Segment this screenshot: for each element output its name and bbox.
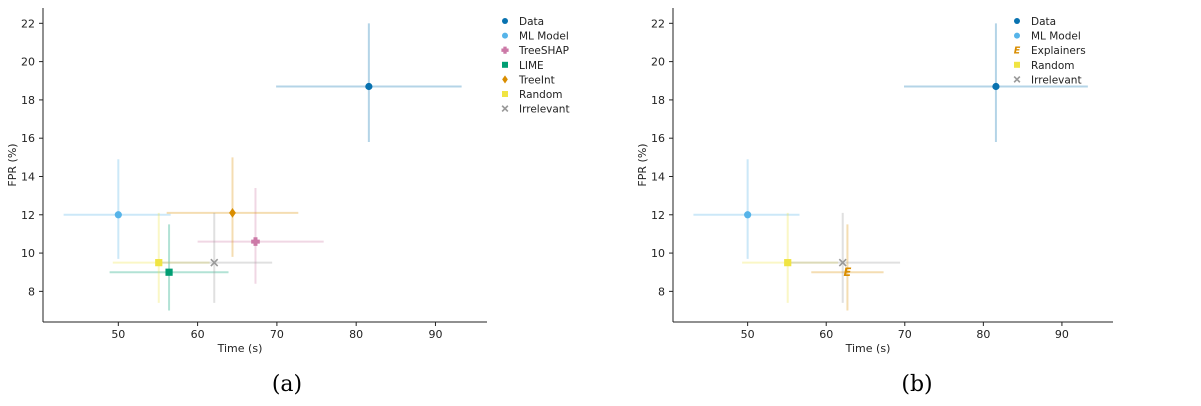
x-tick-label: 50	[111, 328, 125, 341]
treeshap-point	[251, 237, 260, 246]
legend-marker-ml-model	[1014, 32, 1020, 39]
legend-label-lime: LIME	[519, 60, 544, 72]
data-point	[992, 82, 1000, 91]
y-tick-label: 8	[658, 285, 665, 298]
random-point	[155, 259, 163, 267]
legend-label-random: Random	[1031, 60, 1074, 72]
panel-label-a: (a)	[271, 372, 303, 397]
y-tick-label: 12	[651, 209, 665, 222]
legend-label-ml-model: ML Model	[519, 31, 569, 43]
legend: Data ML Model E Explainers Random Irrelevant	[1013, 16, 1086, 86]
y-tick-label: 14	[651, 170, 665, 183]
legend-label-irrelevant: Irrelevant	[1031, 74, 1082, 86]
legend-label-irrelevant: Irrelevant	[519, 104, 570, 116]
y-axis-label: FPR (%)	[636, 143, 649, 186]
y-tick-label: 16	[651, 132, 665, 145]
x-tick-label: 60	[191, 328, 205, 341]
x-tick-label: 70	[898, 328, 912, 341]
y-tick-label: 10	[21, 247, 35, 260]
irrelevant-point	[210, 258, 219, 267]
x-tick-label: 80	[976, 328, 990, 341]
legend-marker-data	[1014, 18, 1020, 24]
legend-label-treeint: TreeInt	[518, 74, 555, 86]
legend-marker-data	[502, 18, 508, 24]
y-tick-label: 20	[21, 56, 35, 69]
chart-panel-2: 50 60 70 80 90 8 10 12 14 16 18 20 22 Time (s) FPR (%)…	[636, 8, 1113, 355]
x-tick-label: 90	[428, 328, 442, 341]
y-tick-label: 22	[651, 17, 665, 30]
legend-marker-treeshap	[501, 46, 509, 54]
y-tick-label: 18	[21, 94, 35, 107]
y-tick-label: 12	[21, 209, 35, 222]
y-axis-label: FPR (%)	[6, 143, 19, 186]
explainers-point: E	[843, 265, 851, 279]
legend-label-ml-model: ML Model	[1031, 31, 1081, 43]
ml-model-point	[114, 211, 122, 219]
data-point	[365, 82, 373, 91]
legend-marker-random	[502, 91, 508, 97]
legend-label-treeshap: TreeSHAP	[518, 45, 569, 57]
x-tick-label: 80	[349, 328, 363, 341]
legend-label-data: Data	[1031, 16, 1056, 28]
irrelevant-point	[838, 258, 847, 267]
y-tick-label: 14	[21, 170, 35, 183]
lime-point	[165, 268, 173, 276]
legend-marker-ml-model	[502, 32, 508, 39]
legend-marker-treeint	[502, 75, 508, 84]
legend: Data ML Model TreeSHAP LIME TreeInt Random Irr…	[501, 16, 570, 116]
random-point	[784, 259, 792, 267]
treeint-point	[229, 208, 236, 218]
legend-marker-explainers: E	[1014, 46, 1021, 57]
ml-model-point	[744, 211, 752, 219]
y-tick-label: 18	[651, 94, 665, 107]
x-tick-label: 50	[741, 328, 755, 341]
legend-marker-irrelevant	[501, 105, 509, 113]
y-tick-label: 16	[21, 132, 35, 145]
y-tick-label: 22	[21, 17, 35, 30]
x-axis-label: Time (s)	[845, 342, 891, 355]
y-tick-label: 8	[28, 285, 35, 298]
x-axis-label: Time (s)	[217, 342, 263, 355]
legend-label-random: Random	[519, 89, 562, 101]
legend-marker-irrelevant	[1013, 75, 1021, 83]
x-tick-label: 90	[1055, 328, 1069, 341]
chart-panel-1: 50 60 70 80 90 8 10 12 14 16 18 20 22 Time (s) FPR (%)…	[6, 8, 570, 355]
legend-marker-lime	[502, 61, 508, 68]
x-tick-label: 60	[819, 328, 833, 341]
legend-marker-random	[1014, 61, 1020, 68]
x-tick-label: 70	[270, 328, 284, 341]
y-tick-label: 20	[651, 56, 665, 69]
legend-label-explainers: Explainers	[1031, 45, 1086, 57]
legend-label-data: Data	[519, 16, 544, 28]
y-tick-label: 10	[651, 247, 665, 260]
panel-label-b: (b)	[901, 372, 933, 397]
